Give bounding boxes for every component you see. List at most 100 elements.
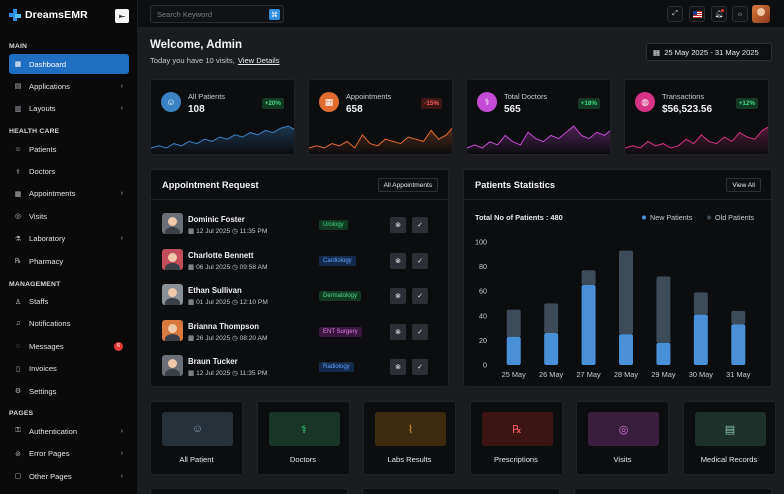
sidebar-item-pharmacy[interactable]: ℞ Pharmacy xyxy=(9,251,129,271)
sidebar-item-applications[interactable]: ▤ Applications › xyxy=(9,76,129,96)
legend-label: Old Patients xyxy=(715,213,755,222)
bar-new-patients[interactable] xyxy=(581,285,596,365)
sidebar-item-label: Applications xyxy=(29,81,70,91)
sidebar-item-other-pages[interactable]: ▢ Other Pages › xyxy=(9,466,129,486)
search-input[interactable] xyxy=(157,9,262,20)
test-tube-icon: ⌇ xyxy=(375,412,446,446)
bar-old-patients[interactable] xyxy=(731,310,746,325)
stat-value: 565 xyxy=(504,104,521,115)
sidebar-item-error-pages[interactable]: ⊘ Error Pages › xyxy=(9,444,129,464)
accept-button[interactable]: ✓ xyxy=(412,252,428,269)
sidebar-nav: MAIN ▦ Dashboard ▤ Applications › ▥ Layouts › HEA… xyxy=(0,36,138,489)
stat-label: Appointments xyxy=(346,92,392,101)
quick-link-all-patient[interactable]: ☺ All Patient xyxy=(150,401,243,475)
stat-card-total-doctors[interactable]: ⚕ Total Doctors 565 +18% xyxy=(466,79,611,155)
messages-badge: 6 xyxy=(114,341,123,351)
bar-old-patients[interactable] xyxy=(619,250,633,335)
fullscreen-button[interactable]: ⤢ xyxy=(667,6,683,22)
date-range-picker[interactable]: ▦ 25 May 2025 - 31 May 2025 xyxy=(646,43,772,61)
bar-old-patients[interactable] xyxy=(693,292,708,315)
sidebar-item-notifications[interactable]: ♫ Notifications xyxy=(9,314,129,334)
reject-button[interactable]: ⊗ xyxy=(390,359,406,375)
user-avatar[interactable] xyxy=(752,5,770,23)
sidebar-item-invoices[interactable]: ▯ Invoices xyxy=(9,359,129,379)
view-all-button[interactable]: View All xyxy=(726,178,761,192)
accept-button[interactable]: ✓ xyxy=(412,217,428,233)
patient-name[interactable]: Charlotte Bennett xyxy=(188,250,254,260)
reject-button[interactable]: ⊗ xyxy=(390,252,406,269)
bar-new-patients[interactable] xyxy=(656,342,671,365)
sidebar-item-appointments[interactable]: ▦ Appointments › xyxy=(9,184,129,204)
accept-button[interactable]: ✓ xyxy=(412,288,428,304)
view-details-link[interactable]: View Details xyxy=(237,56,280,65)
y-tick-label: 80 xyxy=(479,262,487,271)
document-icon: ▤ xyxy=(694,412,766,446)
quick-link-visits[interactable]: ◎ Visits xyxy=(576,401,669,475)
quick-link-label: Medical Records xyxy=(700,455,758,464)
sidebar-item-authentication[interactable]: ⚿ Authentication › xyxy=(9,421,129,441)
quick-link-medical-records[interactable]: ▤ Medical Records xyxy=(682,401,776,475)
sidebar-item-doctors[interactable]: ⚕ Doctors xyxy=(9,162,129,182)
bar-old-patients[interactable] xyxy=(656,276,671,343)
sparkline xyxy=(151,125,294,154)
stethoscope-icon: ⚕ xyxy=(477,92,497,112)
sparkline-line xyxy=(151,125,294,149)
bar-old-patients[interactable] xyxy=(544,303,559,334)
bar-new-patients[interactable] xyxy=(619,334,633,365)
sidebar-collapse-button[interactable]: ⇤ xyxy=(115,9,129,23)
quick-link-label: Labs Results xyxy=(387,455,432,464)
patient-name[interactable]: Brianna Thompson xyxy=(188,321,260,331)
bar-old-patients[interactable] xyxy=(581,270,596,286)
fullscreen-icon: ⤢ xyxy=(672,10,678,17)
nav-section-title: HEALTH CARE xyxy=(9,128,60,136)
close-circle-icon: ⊗ xyxy=(395,364,401,371)
logo-icon xyxy=(9,9,21,21)
bar-new-patients[interactable] xyxy=(544,333,559,365)
patient-name[interactable]: Dominic Foster xyxy=(188,215,245,224)
sparkline-area xyxy=(309,128,452,154)
sidebar-item-staffs[interactable]: ♙ Staffs xyxy=(9,292,129,312)
gear-icon: ⚙ xyxy=(14,388,22,396)
theme-toggle-button[interactable]: ☼ xyxy=(732,6,748,22)
stat-value: 108 xyxy=(188,104,205,115)
search-shortcut-icon[interactable]: ⌘ xyxy=(269,9,280,20)
brand-logo[interactable]: DreamsEMR xyxy=(9,9,88,21)
bar-new-patients[interactable] xyxy=(506,336,521,365)
reject-button[interactable]: ⊗ xyxy=(390,323,406,340)
quick-link-prescriptions[interactable]: ℞ Prescriptions xyxy=(469,401,563,475)
notifications-button[interactable]: 🔔︎ xyxy=(711,6,727,22)
legend-label: New Patients xyxy=(650,213,693,222)
department-tag: Dermatology xyxy=(319,291,362,301)
sidebar-item-dashboard[interactable]: ▦ Dashboard xyxy=(9,54,129,74)
sidebar-item-visits[interactable]: ◎ Visits xyxy=(9,206,129,226)
quick-link-labs-results[interactable]: ⌇ Labs Results xyxy=(363,401,456,475)
sidebar-item-messages[interactable]: ◌ Messages 6 xyxy=(9,336,129,356)
y-tick-label: 40 xyxy=(479,311,487,320)
bar-new-patients[interactable] xyxy=(731,324,746,365)
reject-button[interactable]: ⊗ xyxy=(390,217,406,233)
calendar-icon: ▦ xyxy=(188,228,197,235)
sidebar-item-laboratory[interactable]: ⚗ Laboratory › xyxy=(9,229,129,249)
patient-name[interactable]: Ethan Sullivan xyxy=(188,286,242,295)
language-button[interactable] xyxy=(689,6,705,22)
reject-button[interactable]: ⊗ xyxy=(390,288,406,304)
y-tick-label: 60 xyxy=(479,287,487,296)
sidebar-item-patients[interactable]: ☺ Patients xyxy=(9,139,129,159)
bottom-card xyxy=(574,488,772,494)
bar-old-patients[interactable] xyxy=(506,309,521,337)
quick-link-doctors[interactable]: ⚕ Doctors xyxy=(256,401,350,475)
bar-new-patients[interactable] xyxy=(693,314,708,365)
sidebar-item-label: Notifications xyxy=(29,319,71,329)
patient-name[interactable]: Braun Tucker xyxy=(188,357,238,366)
stat-card-transactions[interactable]: ◍ Transactions $56,523.56 +12% xyxy=(624,79,769,155)
stat-card-appointments[interactable]: ▦ Appointments 658 -15% xyxy=(308,79,453,155)
total-patients-label: Total No of Patients : 480 xyxy=(475,213,563,222)
stat-card-all-patients[interactable]: ☺ All Patients 108 +20% xyxy=(150,79,295,155)
accept-button[interactable]: ✓ xyxy=(412,323,428,340)
close-circle-icon: ⊗ xyxy=(395,257,401,265)
accept-button[interactable]: ✓ xyxy=(412,359,428,375)
sidebar-item-layouts[interactable]: ▥ Layouts › xyxy=(9,99,129,119)
all-appointments-button[interactable]: All Appointments xyxy=(377,178,438,192)
sidebar-item-label: Settings xyxy=(29,386,57,396)
sidebar-item-settings[interactable]: ⚙ Settings xyxy=(9,381,129,401)
